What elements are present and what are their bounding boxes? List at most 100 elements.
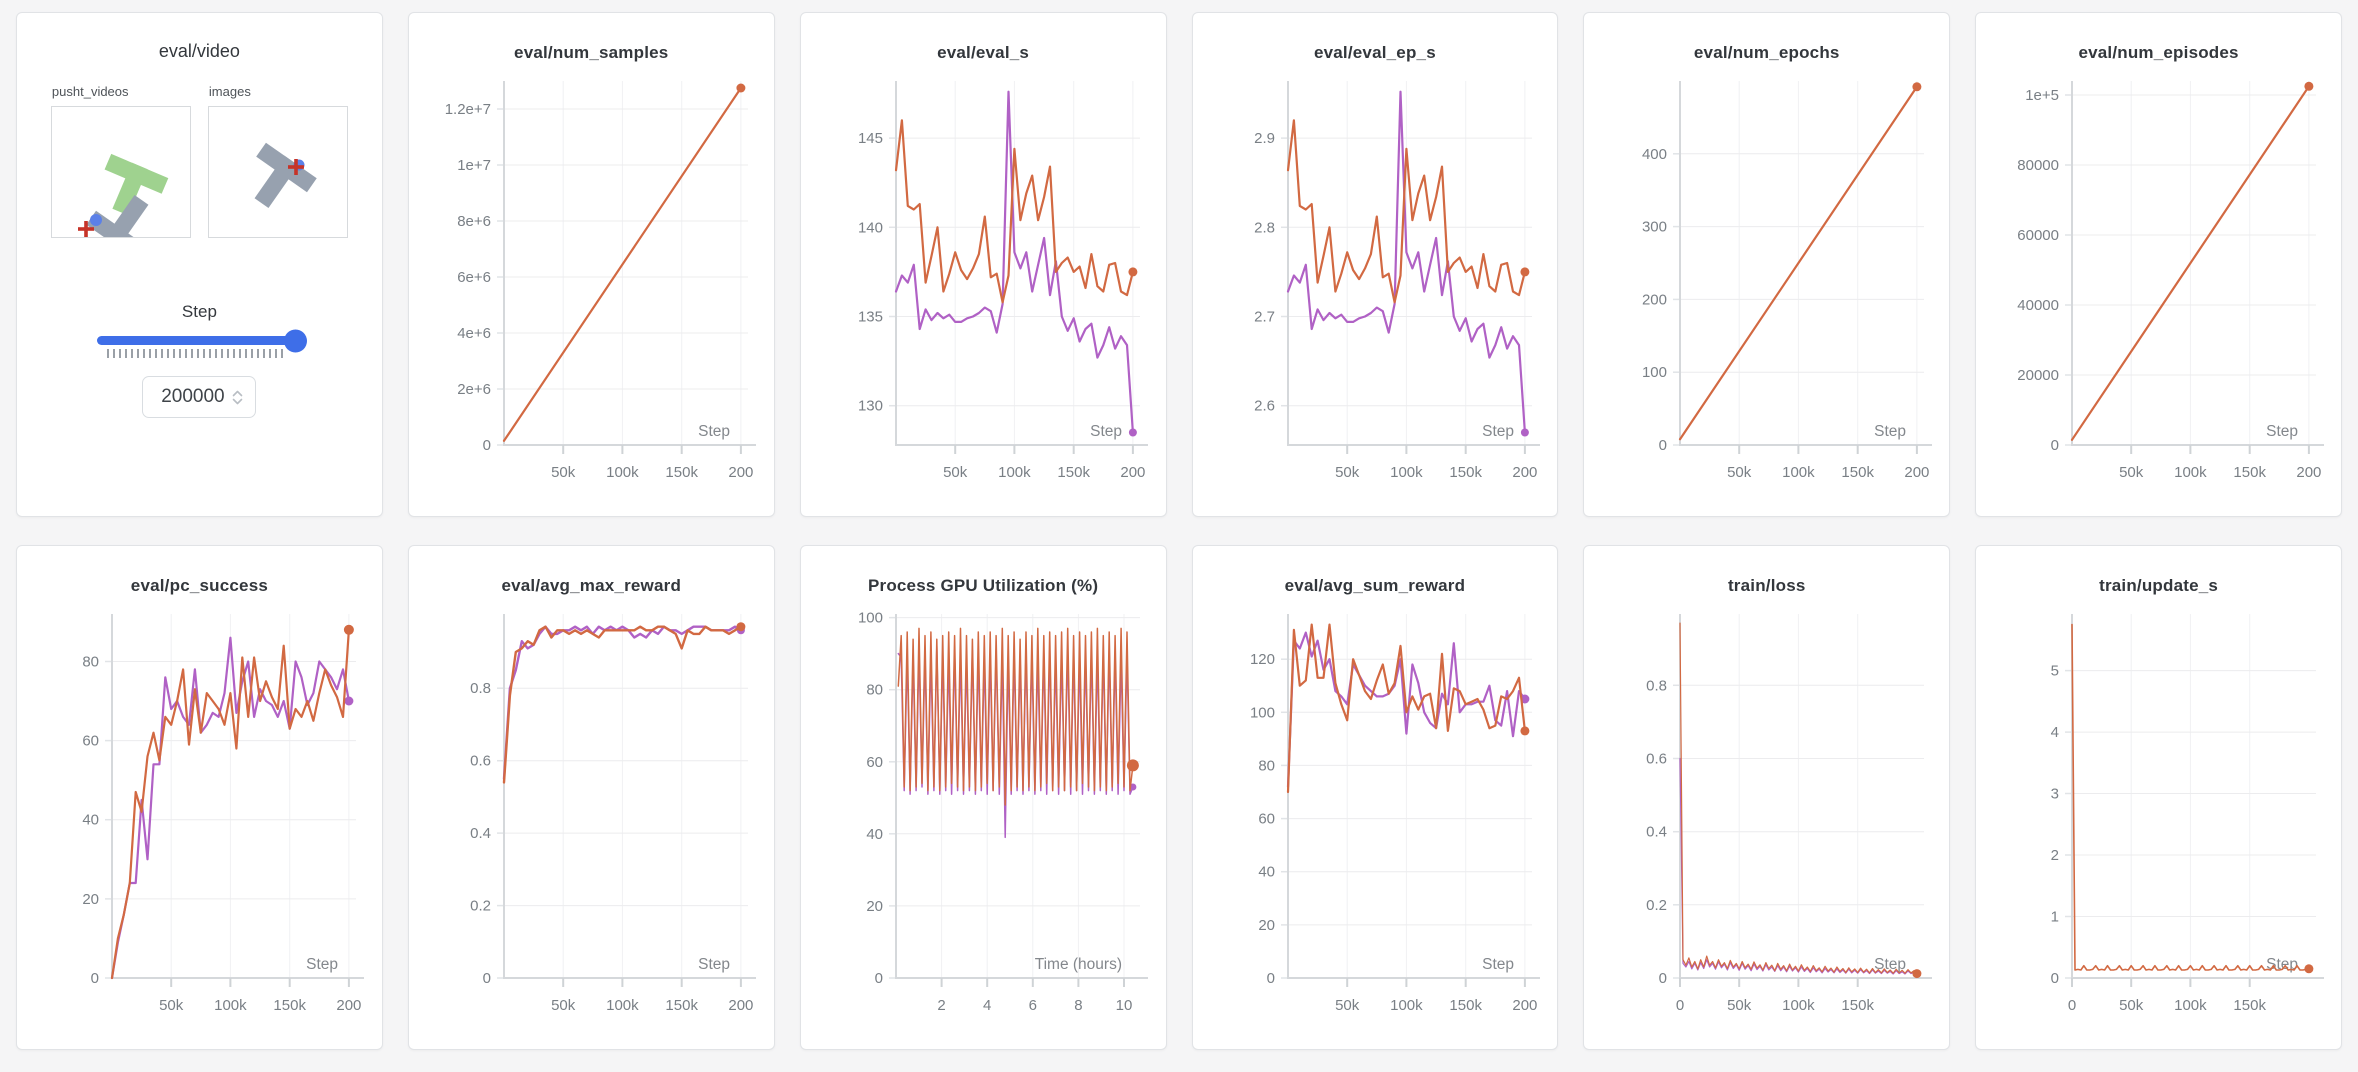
svg-text:2: 2 [2050, 847, 2058, 864]
chart-title: eval/pc_success [130, 576, 269, 595]
step-value-input[interactable] [155, 385, 230, 409]
step-slider-track[interactable] [97, 329, 308, 352]
chart-canvas[interactable]: 0 20 40 60 80 100 2 4 6 8 10 Time (hours) [801, 598, 1166, 1040]
svg-text:0.8: 0.8 [1646, 677, 1667, 694]
svg-text:Step: Step [1874, 423, 1906, 440]
svg-text:Step: Step [1090, 423, 1122, 440]
media-pusht-videos: pusht_videos [50, 84, 191, 261]
svg-text:50k: 50k [2119, 997, 2144, 1014]
svg-text:Step: Step [1482, 423, 1514, 440]
svg-text:50k: 50k [2119, 464, 2144, 481]
panel-eval-eval-ep-s: eval/eval_ep_s 2.6 2.7 2.8 2.9 50k 100k 150k 20… [1191, 12, 1559, 517]
svg-text:0: 0 [2067, 997, 2075, 1014]
svg-text:2.9: 2.9 [1254, 130, 1275, 147]
panel-train-update-s: train/update_s 0 1 2 3 4 5 0 50k 100k 150k Step [1975, 545, 2342, 1050]
svg-text:40: 40 [1258, 864, 1275, 881]
panel-eval-avg-max-reward: eval/avg_max_reward 0 0.2 0.4 0.6 0.8 50k 100k… [407, 545, 775, 1050]
svg-text:40000: 40000 [2017, 297, 2059, 314]
svg-text:6e+6: 6e+6 [457, 269, 491, 286]
svg-text:80: 80 [83, 654, 100, 671]
svg-text:150k: 150k [2233, 997, 2266, 1014]
chart-canvas[interactable]: 130 135 140 145 50k 100k 150k 200 Step [801, 65, 1166, 507]
svg-text:400: 400 [1642, 146, 1667, 163]
svg-text:0: 0 [1658, 970, 1666, 987]
chart-canvas[interactable]: 0 100 200 300 400 50k 100k 150k 200 Step [1584, 65, 1949, 507]
svg-text:150k: 150k [666, 997, 699, 1014]
svg-text:10: 10 [1116, 997, 1133, 1014]
svg-text:20: 20 [83, 891, 100, 908]
svg-text:8: 8 [1074, 997, 1082, 1014]
svg-text:60: 60 [866, 754, 883, 771]
chart-canvas[interactable]: 0 20 40 60 80 100 120 50k 100k 150k 200 Step [1193, 598, 1558, 1040]
panel-eval-avg-sum-reward: eval/avg_sum_reward 0 20 40 60 80 100 120 50k 10… [1191, 545, 1559, 1050]
media-label: images [208, 84, 251, 99]
step-value-spinner [142, 376, 257, 418]
svg-text:200: 200 [1642, 291, 1667, 308]
svg-text:80: 80 [866, 682, 883, 699]
chevron-up-icon[interactable] [232, 390, 243, 397]
svg-text:20000: 20000 [2017, 367, 2059, 384]
svg-text:2.7: 2.7 [1254, 309, 1275, 326]
svg-text:80000: 80000 [2017, 157, 2059, 174]
svg-text:50k: 50k [943, 464, 968, 481]
step-slider-ticks [107, 349, 284, 358]
chevron-down-icon[interactable] [232, 398, 243, 405]
svg-text:50k: 50k [1335, 464, 1360, 481]
chart-title: eval/num_episodes [2078, 43, 2239, 62]
svg-text:100k: 100k [2174, 464, 2207, 481]
step-slider-label: Step [181, 302, 217, 321]
svg-text:100k: 100k [998, 464, 1031, 481]
svg-text:135: 135 [858, 309, 883, 326]
svg-text:100k: 100k [606, 464, 639, 481]
image-thumbnail[interactable] [207, 106, 348, 238]
svg-text:300: 300 [1642, 219, 1667, 236]
svg-text:120: 120 [1250, 651, 1275, 668]
svg-text:100: 100 [858, 610, 883, 627]
svg-text:5: 5 [2050, 663, 2058, 680]
panel-train-loss: train/loss 0 0.2 0.4 0.6 0.8 0 50k 100k 150k Step [1583, 545, 1951, 1050]
svg-text:200: 200 [337, 997, 362, 1014]
chart-title: train/update_s [2099, 576, 2219, 595]
svg-text:80: 80 [1258, 757, 1275, 774]
panel-eval-pc-success: eval/pc_success 0 20 40 60 80 50k 100k 150k 200 S… [16, 545, 383, 1050]
chart-canvas[interactable]: 0 1 2 3 4 5 0 50k 100k 150k Step [1976, 598, 2341, 1040]
chart-title: eval/eval_s [937, 43, 1030, 62]
svg-text:100: 100 [1250, 704, 1275, 721]
chart-canvas[interactable]: 0 20 40 60 80 50k 100k 150k 200 Step [17, 598, 382, 1040]
svg-text:100k: 100k [1782, 997, 1815, 1014]
chart-title: eval/num_epochs [1693, 43, 1840, 62]
step-slider-thumb[interactable] [284, 329, 308, 352]
chart-title: eval/eval_ep_s [1313, 43, 1436, 62]
svg-text:4: 4 [2050, 724, 2058, 741]
svg-text:2e+6: 2e+6 [457, 381, 491, 398]
chart-canvas[interactable]: 0 20000 40000 60000 80000 1e+5 50k 100k 150k 200 S… [1976, 65, 2341, 507]
svg-text:0.4: 0.4 [1646, 824, 1667, 841]
chart-title: eval/num_samples [514, 43, 669, 62]
svg-text:100: 100 [1642, 364, 1667, 381]
svg-text:200: 200 [1120, 464, 1145, 481]
svg-text:1e+7: 1e+7 [457, 157, 491, 174]
svg-text:0.4: 0.4 [470, 825, 491, 842]
panel-eval-num-samples: eval/num_samples 0 2e+6 4e+6 6e+6 8e+6 1e+7 1.… [407, 12, 775, 517]
svg-text:60: 60 [83, 733, 100, 750]
chart-canvas[interactable]: 0 0.2 0.4 0.6 0.8 0 50k 100k 150k Step [1584, 598, 1949, 1040]
svg-text:Step: Step [2266, 956, 2298, 973]
pusht-scene-image [77, 153, 169, 261]
svg-text:200: 200 [1512, 464, 1537, 481]
pusht-video-thumbnail[interactable] [50, 106, 191, 261]
svg-text:100k: 100k [1782, 464, 1815, 481]
svg-text:0: 0 [1676, 997, 1684, 1014]
chart-canvas[interactable]: 2.6 2.7 2.8 2.9 50k 100k 150k 200 Step [1193, 65, 1558, 507]
svg-text:Step: Step [698, 956, 730, 973]
svg-text:200: 200 [729, 464, 754, 481]
svg-text:50k: 50k [1727, 464, 1752, 481]
svg-text:40: 40 [83, 812, 100, 829]
chart-canvas[interactable]: 0 0.2 0.4 0.6 0.8 50k 100k 150k 200 Step [409, 598, 774, 1040]
svg-text:0: 0 [483, 970, 491, 987]
chart-canvas[interactable]: 0 2e+6 4e+6 6e+6 8e+6 1e+7 1.2e+7 50k 100k 150k 20… [409, 65, 774, 507]
svg-text:200: 200 [1512, 997, 1537, 1014]
panel-eval-video: eval/video pusht_videos [16, 12, 383, 517]
svg-text:2.6: 2.6 [1254, 398, 1275, 415]
svg-text:Step: Step [2266, 423, 2298, 440]
svg-text:6: 6 [1029, 997, 1037, 1014]
